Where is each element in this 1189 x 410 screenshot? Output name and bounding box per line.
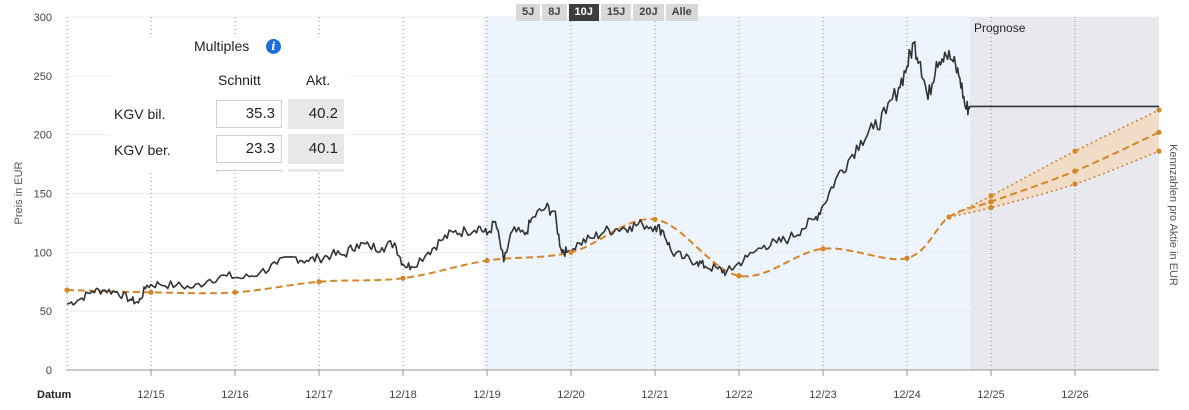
eps-point bbox=[988, 193, 994, 199]
range-button-10j[interactable]: 10J bbox=[568, 4, 599, 21]
range-button-5j[interactable]: 5J bbox=[516, 4, 541, 21]
eps-point bbox=[652, 216, 658, 222]
eps-point bbox=[64, 287, 70, 293]
y-tick-label: 150 bbox=[34, 189, 52, 201]
y-tick-label: 250 bbox=[34, 71, 52, 83]
x-tick-label: 12/25 bbox=[977, 389, 1005, 401]
x-tick-label: 12/21 bbox=[641, 389, 669, 401]
range-button-15j[interactable]: 15J bbox=[600, 4, 632, 21]
x-tick-label: 12/19 bbox=[473, 389, 501, 401]
range-button-8j[interactable]: 8J bbox=[542, 4, 567, 21]
row-label-kgv-bil: KGV bil. bbox=[114, 106, 166, 122]
y-axis-title-left: Preis in EUR bbox=[13, 161, 25, 224]
series-line-eps-low bbox=[948, 150, 1160, 218]
eps-point bbox=[400, 275, 406, 281]
eps-point bbox=[316, 279, 322, 285]
x-tick-label: 12/20 bbox=[557, 389, 585, 401]
x-tick-label: 12/22 bbox=[725, 389, 753, 401]
y-tick-label: 100 bbox=[34, 247, 52, 259]
row-label-kgv-ber: KGV ber. bbox=[114, 142, 171, 158]
y-tick-label: 300 bbox=[34, 12, 52, 24]
eps-point bbox=[1156, 107, 1162, 113]
chart-axes: 0 50 100 150 200 250 300 12/15 12/16 12/17 12/18 12… bbox=[34, 12, 1159, 401]
y-axis-title-right: Kennzahlen pro Aktie in EUR bbox=[1167, 144, 1179, 286]
x-tick-label: 12/17 bbox=[305, 389, 333, 401]
eps-point bbox=[232, 289, 238, 295]
eps-point bbox=[988, 199, 994, 205]
x-axis-title: Datum bbox=[37, 389, 71, 401]
x-tick-label: 12/23 bbox=[809, 389, 837, 401]
chart-series bbox=[64, 40, 1162, 306]
x-tick-label: 12/18 bbox=[389, 389, 417, 401]
eps-point bbox=[1072, 181, 1078, 187]
range-button-20j[interactable]: 20J bbox=[633, 4, 664, 21]
eps-point bbox=[1072, 148, 1078, 154]
series-line-price bbox=[66, 40, 1160, 306]
y-tick-label: 0 bbox=[46, 365, 52, 377]
x-tick-label: 12/16 bbox=[221, 389, 249, 401]
eps-point bbox=[148, 289, 154, 295]
eps-point bbox=[1156, 148, 1162, 154]
x-tick-label: 12/24 bbox=[893, 389, 921, 401]
col-header-avg: Schnitt bbox=[218, 72, 261, 88]
kgv-bil-current-value: 40.2 bbox=[288, 99, 344, 129]
eps-point bbox=[1072, 168, 1078, 174]
next-row-avg-field[interactable] bbox=[216, 170, 282, 172]
eps-point bbox=[484, 257, 490, 264]
y-tick-label: 50 bbox=[40, 306, 52, 318]
y-tick-label: 200 bbox=[34, 130, 52, 142]
eps-point bbox=[946, 214, 952, 220]
eps-point bbox=[988, 205, 994, 211]
eps-point bbox=[1156, 129, 1162, 135]
x-tick-label: 12/15 bbox=[137, 389, 165, 401]
multiples-panel: Multiples i Schnitt Akt. KGV bil. 35.3 4… bbox=[110, 34, 350, 172]
multiples-title: Multiples bbox=[194, 38, 250, 54]
eps-point bbox=[904, 255, 910, 261]
forecast-band bbox=[949, 109, 1159, 218]
range-button-alle[interactable]: Alle bbox=[665, 4, 698, 21]
kgv-ber-current-value: 40.1 bbox=[288, 134, 344, 164]
eps-point bbox=[568, 249, 574, 255]
kgv-bil-avg-field[interactable]: 35.3 bbox=[216, 100, 282, 128]
eps-point bbox=[736, 273, 742, 279]
col-header-current: Akt. bbox=[306, 72, 331, 88]
forecast-label: Prognose bbox=[974, 21, 1026, 35]
eps-point bbox=[820, 246, 826, 252]
series-line-eps-high bbox=[948, 109, 1160, 218]
range-selector: 5J 8J 10J 15J 20J Alle bbox=[516, 4, 698, 21]
info-icon[interactable]: i bbox=[266, 39, 281, 54]
next-row-current-value bbox=[288, 169, 344, 172]
x-tick-label: 12/26 bbox=[1061, 389, 1089, 401]
kgv-ber-avg-field[interactable]: 23.3 bbox=[216, 135, 282, 163]
